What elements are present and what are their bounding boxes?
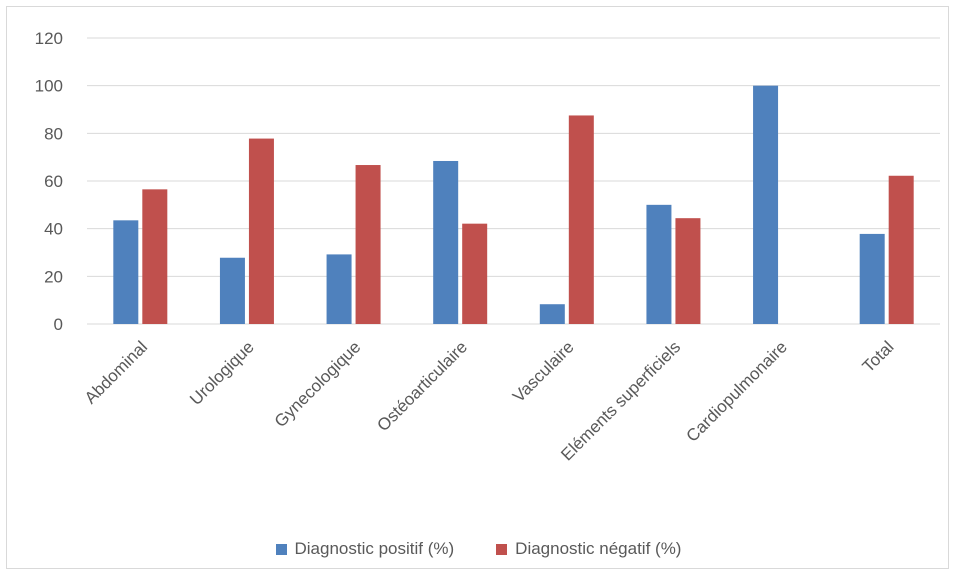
bar-positif bbox=[219, 257, 245, 324]
bar-positif bbox=[113, 220, 139, 324]
legend-item-negatif: Diagnostic négatif (%) bbox=[496, 539, 681, 559]
bar-positif bbox=[539, 304, 565, 324]
y-tick-label: 60 bbox=[44, 172, 63, 191]
bar-positif bbox=[326, 254, 352, 324]
bar-negatif bbox=[675, 218, 701, 324]
bar-positif bbox=[859, 233, 885, 324]
x-tick-label: Abdominal bbox=[81, 337, 151, 407]
bar-negatif bbox=[888, 175, 914, 324]
bar-negatif bbox=[142, 189, 168, 324]
y-axis-ticks: 0 20 40 60 80 100 120 bbox=[35, 29, 63, 334]
bars bbox=[113, 85, 914, 325]
x-tick-label: Total bbox=[859, 337, 898, 376]
legend-label-negatif: Diagnostic négatif (%) bbox=[515, 539, 682, 558]
legend: Diagnostic positif (%) Diagnostic négati… bbox=[0, 537, 957, 561]
legend-item-positif: Diagnostic positif (%) bbox=[275, 539, 455, 559]
bar-positif bbox=[646, 204, 672, 324]
y-tick-label: 100 bbox=[35, 77, 63, 96]
x-tick-label: Gynecologique bbox=[271, 337, 365, 431]
x-tick-label: Vasculaire bbox=[509, 337, 578, 406]
x-tick-label: Eléments superficiels bbox=[557, 337, 684, 464]
bar-negatif bbox=[355, 165, 381, 324]
x-tick-label: Cardiopulmonaire bbox=[683, 337, 791, 445]
y-tick-label: 80 bbox=[44, 124, 63, 143]
bar-positif bbox=[753, 85, 779, 325]
x-axis-ticks: Abdominal Urologique Gynecologique Ostéoart… bbox=[81, 337, 898, 464]
bar-negatif bbox=[462, 223, 488, 324]
legend-swatch-positif bbox=[275, 543, 287, 555]
y-tick-label: 20 bbox=[44, 267, 63, 286]
gridlines bbox=[87, 37, 940, 325]
bar-negatif bbox=[248, 138, 274, 324]
bar-positif bbox=[433, 160, 459, 324]
bar-negatif bbox=[568, 115, 594, 324]
x-tick-label: Urologique bbox=[186, 337, 258, 409]
legend-swatch-negatif bbox=[496, 543, 508, 555]
y-tick-label: 120 bbox=[35, 29, 63, 48]
y-tick-label: 0 bbox=[54, 315, 63, 334]
legend-label-positif: Diagnostic positif (%) bbox=[294, 539, 455, 558]
y-tick-label: 40 bbox=[44, 220, 63, 239]
x-tick-label: Ostéoarticulaire bbox=[373, 337, 471, 435]
